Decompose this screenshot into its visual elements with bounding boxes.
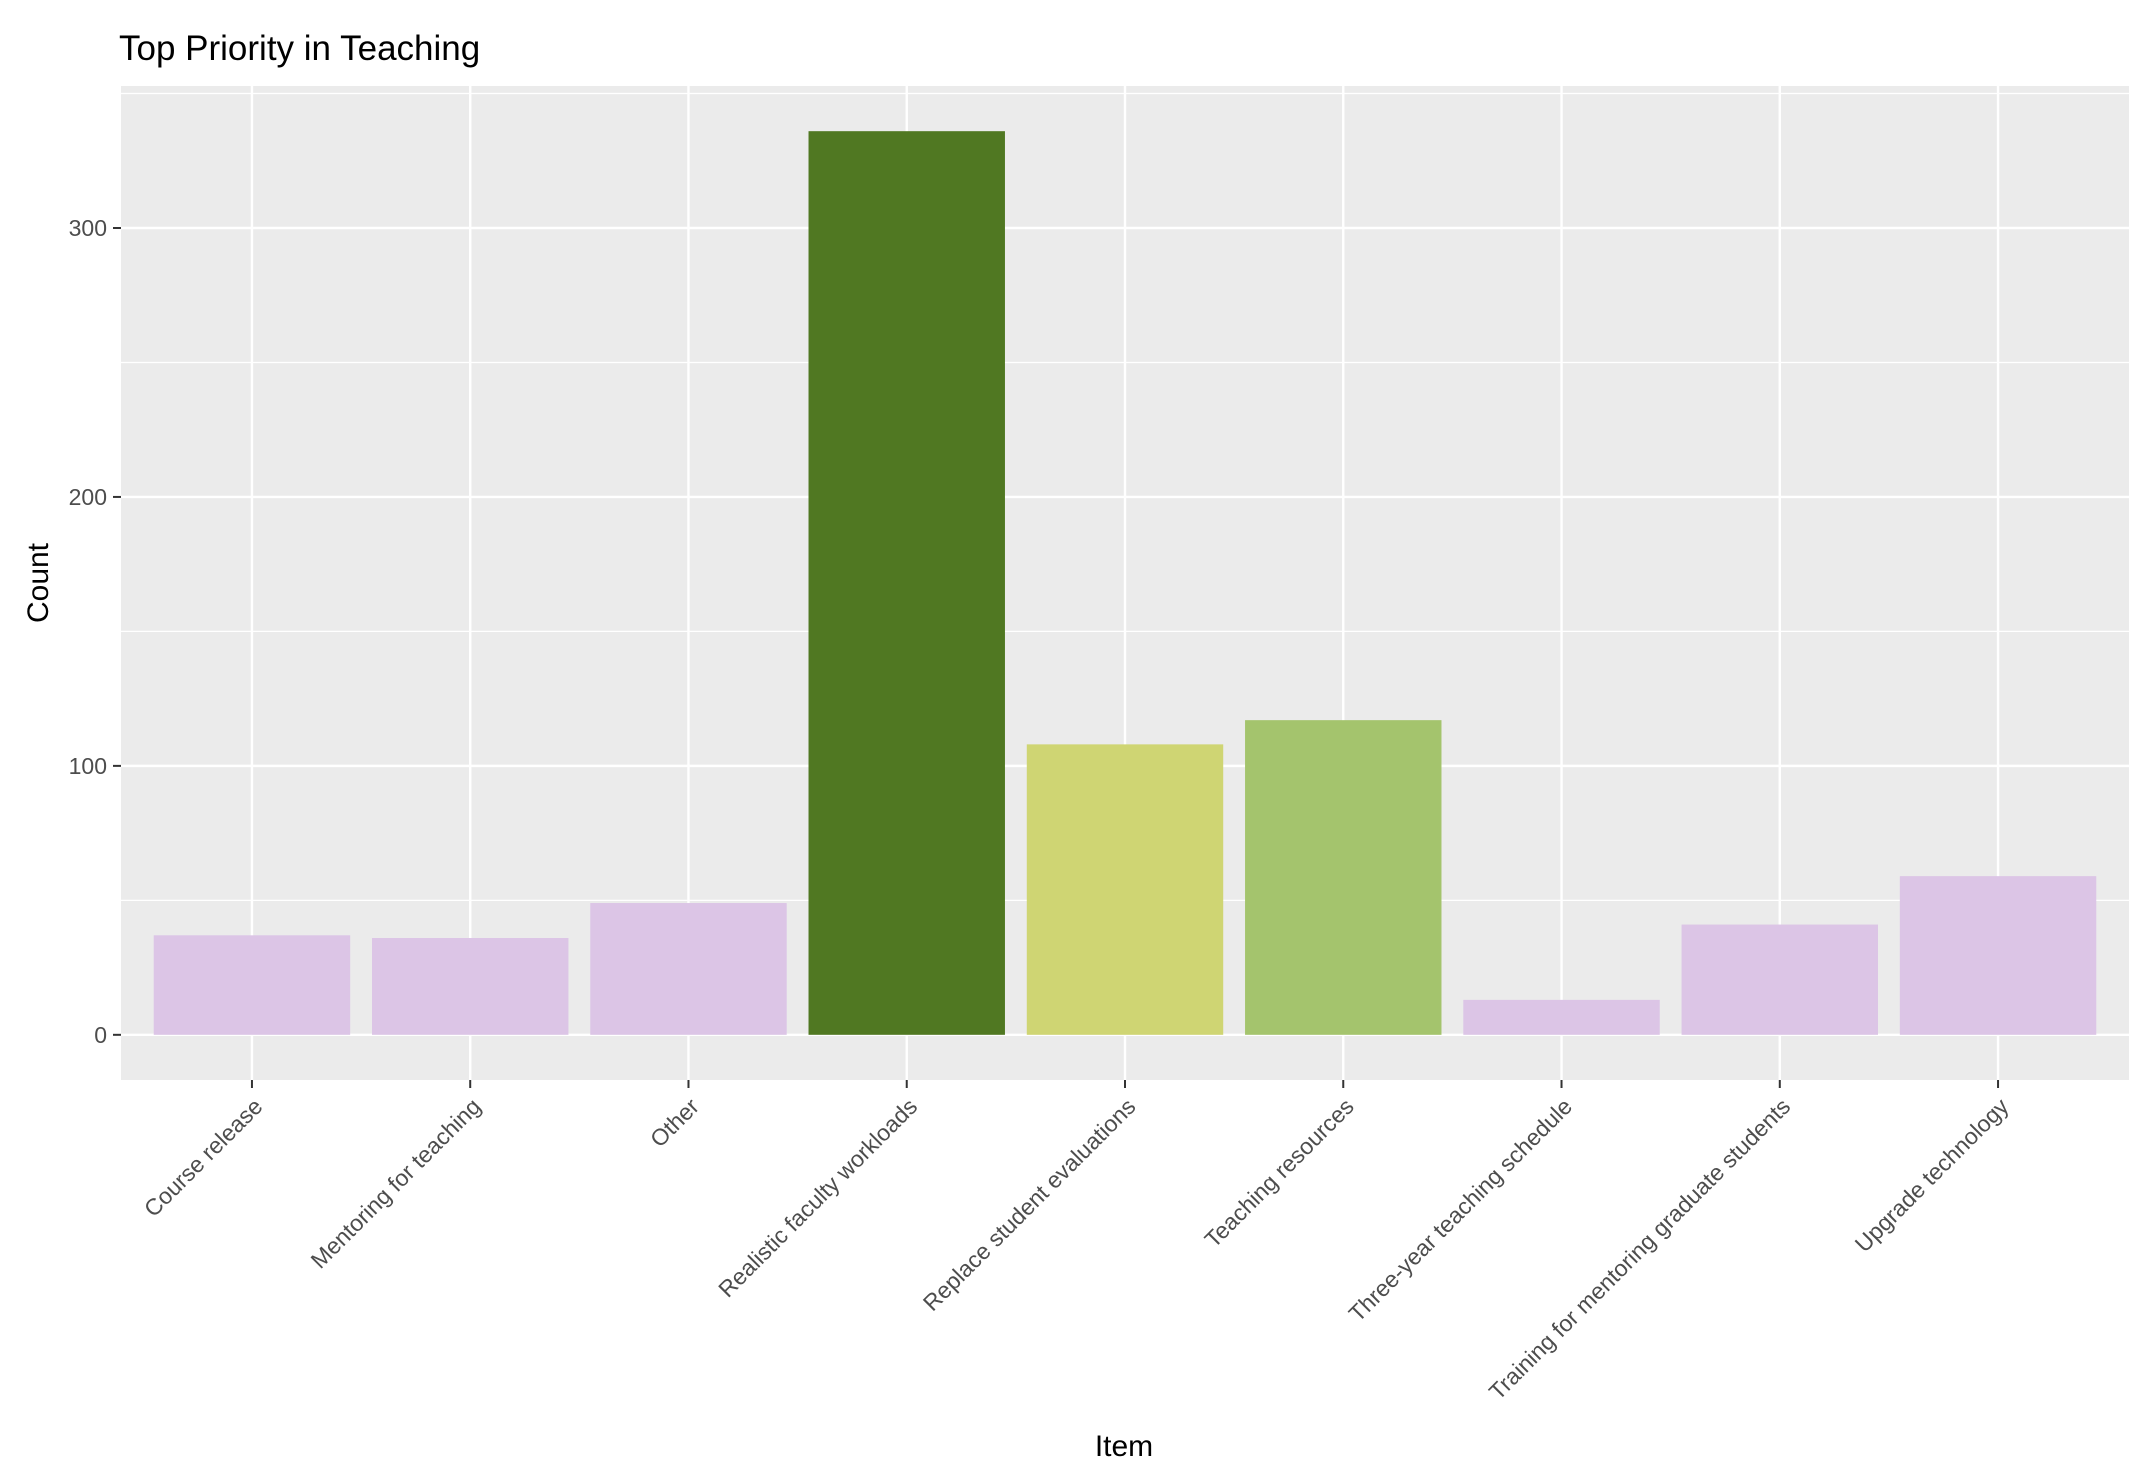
bars (153, 131, 2097, 1035)
chart-title: Top Priority in Teaching (119, 29, 480, 68)
bar (590, 903, 787, 1035)
x-tick-label: Upgrade technology (1850, 1093, 2014, 1257)
bar (1026, 744, 1224, 1035)
x-tick-label: Replace student evaluations (918, 1093, 1141, 1316)
bar (372, 938, 569, 1035)
x-tick-label: Three-year teaching schedule (1344, 1093, 1578, 1327)
bar (1681, 924, 1878, 1035)
x-tick-label: Mentoring for teaching (306, 1093, 486, 1273)
bar (1899, 876, 2097, 1035)
x-axis: Course release Mentoring for teaching Othe… (139, 1080, 2014, 1405)
x-axis-title: Item (1095, 1430, 1153, 1463)
y-tick-label: 300 (69, 215, 107, 241)
y-axis: 0 100 200 300 (69, 215, 121, 1048)
x-tick-label: Teaching resources (1199, 1093, 1358, 1252)
x-tick-label: Other (645, 1093, 704, 1152)
y-tick-label: 200 (69, 484, 107, 510)
bar (1245, 720, 1442, 1035)
y-axis-title: Count (22, 542, 55, 623)
x-tick-label: Course release (139, 1093, 268, 1222)
y-tick-label: 100 (69, 753, 107, 779)
bar (808, 131, 1005, 1035)
bar (153, 935, 351, 1035)
x-tick-label: Realistic faculty workloads (713, 1093, 922, 1302)
y-tick-label: 0 (94, 1022, 107, 1048)
bar (1463, 999, 1660, 1035)
